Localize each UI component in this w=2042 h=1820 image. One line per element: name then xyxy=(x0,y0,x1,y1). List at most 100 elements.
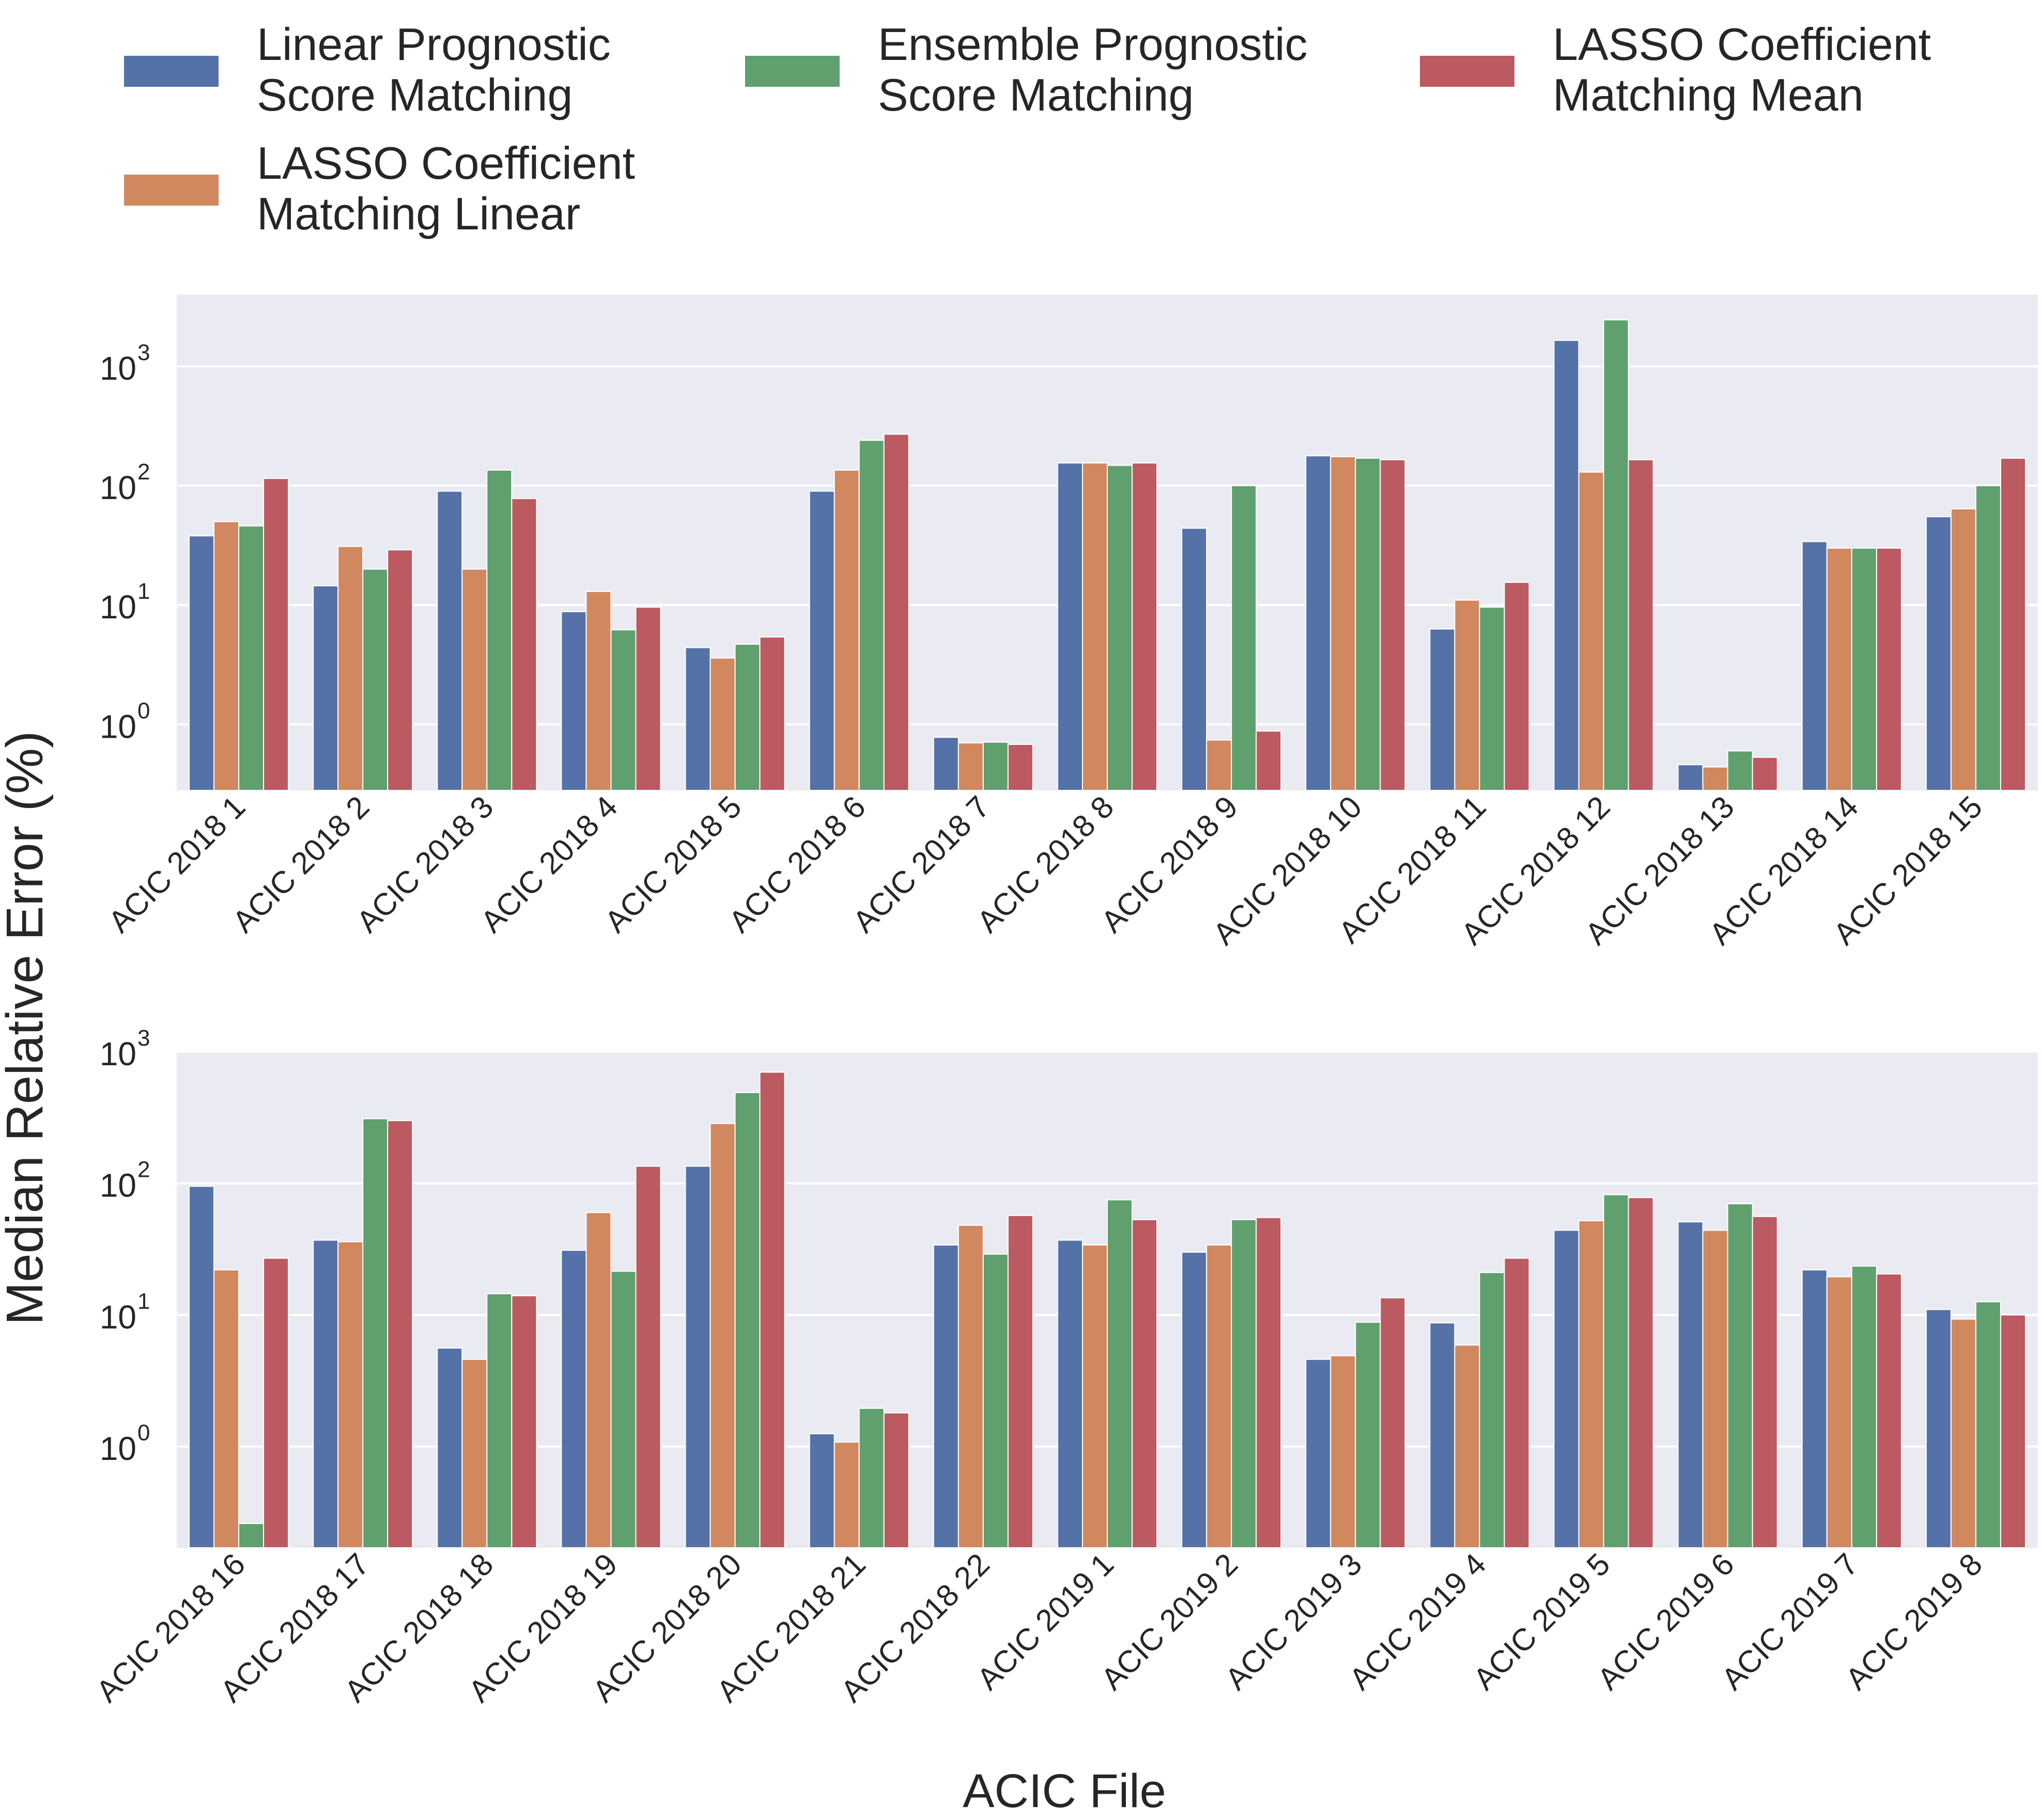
bar-0-12-0 xyxy=(1677,764,1704,791)
bar-0-14-3 xyxy=(2000,457,2026,791)
bar-1-0-0 xyxy=(189,1186,215,1549)
bar-0-9-2 xyxy=(1355,457,1381,791)
legend-label-3-line-0: LASSO Coefficient xyxy=(1553,19,1931,70)
y-tick-exponent-1-3: 3 xyxy=(137,1025,150,1051)
bar-0-6-2 xyxy=(982,741,1009,791)
bar-1-12-3 xyxy=(1752,1216,1778,1548)
bar-0-11-2 xyxy=(1603,319,1629,791)
y-tick-exponent-0-2: 2 xyxy=(137,459,150,485)
bar-0-2-0 xyxy=(437,490,463,791)
bar-1-8-2 xyxy=(1231,1219,1257,1549)
y-tick-exponent-0-3: 3 xyxy=(137,340,150,365)
bar-0-8-0 xyxy=(1181,527,1208,791)
bar-0-0-1 xyxy=(213,521,240,791)
bar-0-13-2 xyxy=(1851,547,1877,791)
legend-label-2-line-1: Score Matching xyxy=(878,69,1194,120)
bar-1-11-2 xyxy=(1603,1194,1629,1548)
bar-1-4-0 xyxy=(685,1165,711,1548)
bar-0-2-1 xyxy=(461,568,488,791)
bar-1-7-2 xyxy=(1107,1199,1133,1549)
bar-1-9-1 xyxy=(1330,1355,1356,1548)
legend-label-1-line-1: Matching Linear xyxy=(257,188,580,239)
bar-1-14-1 xyxy=(1950,1318,1976,1549)
bar-0-11-1 xyxy=(1578,471,1604,791)
y-tick-label-1-2: 10 xyxy=(100,1167,136,1204)
y-tick-exponent-0-0: 0 xyxy=(137,698,150,723)
x-axis-label: ACIC File xyxy=(963,1765,1166,1817)
bar-1-4-3 xyxy=(759,1071,785,1548)
bar-1-6-1 xyxy=(957,1224,984,1549)
bar-0-14-0 xyxy=(1925,516,1952,791)
bar-0-3-0 xyxy=(561,611,587,791)
y-tick-label-0-0: 10 xyxy=(100,708,136,745)
bar-1-14-2 xyxy=(1975,1301,2001,1549)
bar-1-2-2 xyxy=(486,1293,513,1548)
bar-0-3-1 xyxy=(585,590,612,791)
bar-1-3-3 xyxy=(635,1165,661,1548)
bar-0-2-3 xyxy=(511,498,537,791)
bar-1-13-3 xyxy=(1876,1273,1902,1549)
bar-1-12-2 xyxy=(1727,1203,1753,1549)
bar-1-8-3 xyxy=(1256,1217,1282,1548)
bar-1-7-0 xyxy=(1057,1239,1083,1548)
y-tick-label-0-2: 10 xyxy=(100,469,136,506)
bar-1-1-1 xyxy=(337,1241,364,1548)
y-axis-label: Median Relative Error (%) xyxy=(0,731,54,1325)
bar-1-13-0 xyxy=(1801,1269,1828,1548)
bar-0-0-3 xyxy=(263,478,289,791)
legend-label-0-line-0: Linear Prognostic xyxy=(257,19,611,70)
bar-0-1-1 xyxy=(337,546,364,791)
bar-1-5-3 xyxy=(883,1412,909,1548)
bar-1-13-1 xyxy=(1826,1276,1852,1548)
y-tick-exponent-0-1: 1 xyxy=(137,579,150,604)
bar-0-0-2 xyxy=(238,525,265,791)
bar-0-14-2 xyxy=(1975,485,2001,791)
y-tick-exponent-1-2: 2 xyxy=(137,1157,150,1183)
legend-swatch-2 xyxy=(745,56,840,87)
y-tick-label-1-0: 10 xyxy=(100,1430,136,1467)
bar-1-14-3 xyxy=(2000,1314,2026,1548)
bar-0-13-0 xyxy=(1801,541,1828,791)
bar-0-12-1 xyxy=(1702,766,1728,791)
bar-1-0-1 xyxy=(213,1269,240,1548)
bar-0-8-3 xyxy=(1256,730,1282,791)
y-tick-label-1-3: 10 xyxy=(100,1035,136,1072)
bar-1-10-3 xyxy=(1504,1257,1530,1548)
bar-1-4-1 xyxy=(709,1123,736,1549)
bar-0-13-3 xyxy=(1876,547,1902,791)
bar-1-3-2 xyxy=(610,1270,637,1548)
bar-0-5-2 xyxy=(858,440,885,791)
bar-0-2-2 xyxy=(486,470,513,791)
bar-1-13-2 xyxy=(1851,1265,1877,1548)
bar-0-14-1 xyxy=(1950,508,1976,791)
bar-0-3-2 xyxy=(610,629,637,791)
y-tick-label-1-1: 10 xyxy=(100,1298,136,1335)
bar-0-7-2 xyxy=(1107,464,1133,791)
bar-1-6-3 xyxy=(1007,1215,1033,1549)
bar-1-4-2 xyxy=(734,1092,761,1548)
bar-0-10-2 xyxy=(1479,606,1505,791)
legend-swatch-0 xyxy=(124,56,219,87)
bar-1-11-1 xyxy=(1578,1220,1604,1548)
bar-0-5-1 xyxy=(833,470,860,791)
bar-0-12-3 xyxy=(1752,756,1778,791)
bar-0-10-3 xyxy=(1504,582,1530,791)
legend-label-0-line-1: Score Matching xyxy=(257,69,573,120)
bar-0-9-1 xyxy=(1330,456,1356,791)
bar-1-10-0 xyxy=(1429,1322,1456,1549)
bar-0-7-1 xyxy=(1081,462,1108,791)
y-tick-exponent-1-0: 0 xyxy=(137,1420,150,1445)
y-tick-exponent-1-1: 1 xyxy=(137,1288,150,1314)
bar-1-6-0 xyxy=(933,1244,959,1548)
bar-0-7-3 xyxy=(1132,462,1158,791)
bar-0-7-0 xyxy=(1057,462,1083,791)
bar-0-1-3 xyxy=(387,549,413,791)
bar-0-13-1 xyxy=(1826,547,1852,791)
y-tick-label-0-1: 10 xyxy=(100,588,136,626)
bar-1-9-2 xyxy=(1355,1321,1381,1548)
bar-1-12-0 xyxy=(1677,1221,1704,1548)
bar-1-1-2 xyxy=(362,1118,389,1549)
